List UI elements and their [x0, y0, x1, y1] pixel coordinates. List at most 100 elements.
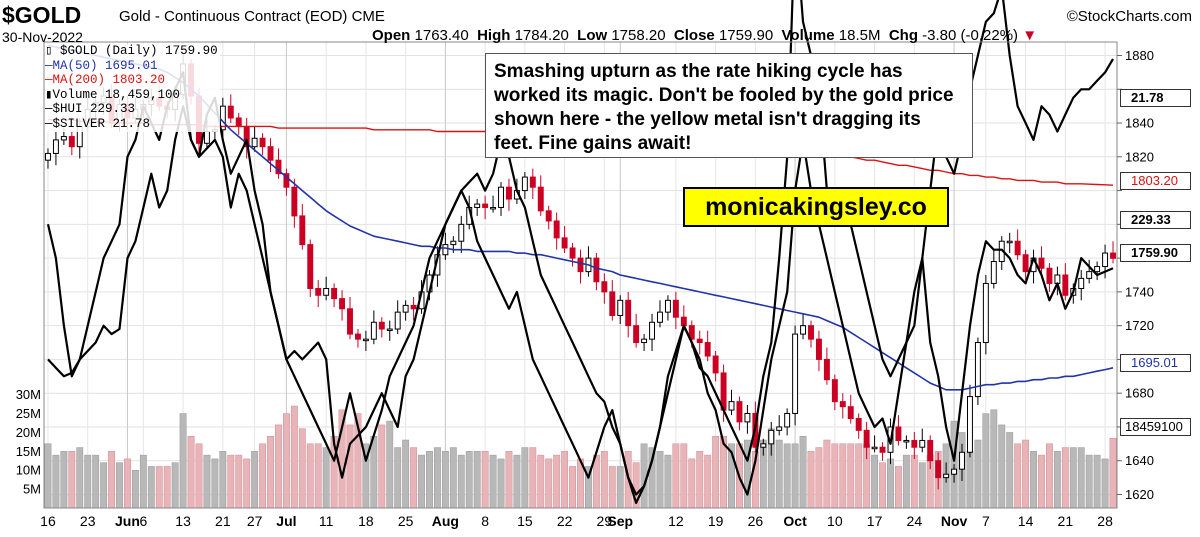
candle-body: [354, 333, 361, 340]
legend-gold: ▯ $GOLD (Daily) 1759.90: [45, 44, 218, 59]
x-tick-label: 18: [358, 513, 374, 529]
volume-bar: [426, 451, 433, 509]
candle-body: [951, 468, 958, 475]
volume-bar: [871, 454, 879, 509]
candle-body: [315, 288, 322, 296]
candle-body: [657, 311, 663, 323]
candle-body: [1046, 267, 1053, 284]
volume-bar: [537, 454, 545, 509]
volume-bar: [187, 435, 195, 509]
x-tick-label: 6: [139, 513, 147, 529]
volume-bar: [799, 435, 807, 509]
candle-body: [235, 117, 242, 127]
price-candles: [45, 52, 1116, 490]
low-value: 1758.20: [611, 27, 666, 44]
candle-body: [792, 333, 799, 414]
candle-body: [561, 237, 568, 249]
chart-axes: 1620 1640 1680 1720 1740 1820 1840 1880 16 23 Jun 6…: [16, 41, 1154, 529]
y-tick-label: 1680: [1125, 386, 1154, 401]
volume-bar: [139, 454, 147, 509]
candle-body: [617, 299, 624, 317]
volume-bar: [680, 443, 688, 509]
x-tick-label: 19: [708, 513, 724, 529]
volume-bar: [52, 454, 60, 509]
candle-body: [545, 210, 552, 222]
candle-body: [299, 215, 306, 246]
y-tick-label: 1840: [1125, 116, 1154, 131]
chart-symbol: $GOLD: [2, 2, 82, 28]
volume-bar: [879, 462, 886, 509]
x-tick-label: 24: [907, 513, 923, 529]
candle-body: [895, 426, 902, 441]
chart-date: 30-Nov-2022: [2, 29, 83, 45]
candle-body: [339, 298, 346, 310]
x-tick-label: 28: [1097, 513, 1113, 529]
volume-bar: [322, 447, 330, 509]
volume-bar: [521, 447, 529, 509]
volume-bar: [823, 439, 831, 509]
x-tick-label: 17: [867, 513, 883, 529]
volume-bar: [847, 443, 855, 509]
candle-body: [664, 299, 671, 313]
volume-bar: [918, 462, 926, 509]
volume-tick-label: 30M: [16, 387, 41, 402]
candle-body: [935, 460, 942, 479]
volume-bar: [1085, 454, 1093, 509]
legend-ma50: —MA(50) 1695.01: [45, 59, 218, 74]
badge-volume: 18459100: [1120, 418, 1191, 436]
volume-bar: [1101, 458, 1109, 509]
volume-bar: [1038, 454, 1045, 509]
legend-ma200: —MA(200) 1803.20: [45, 73, 218, 88]
volume-bar: [1077, 447, 1085, 509]
volume-bar: [259, 443, 267, 509]
badge-silver: 21.78: [1120, 89, 1191, 107]
candle-body: [1078, 277, 1085, 290]
low-label: Low: [577, 27, 608, 44]
volume-bar: [44, 443, 52, 509]
volume-bar: [990, 409, 998, 509]
volume-bar: [290, 405, 298, 509]
volume-bar: [108, 451, 115, 509]
volume-bar: [116, 462, 123, 509]
candle-body: [784, 412, 791, 428]
candle-body: [943, 473, 950, 479]
volume-bar: [807, 451, 815, 509]
volume-bar: [124, 458, 131, 509]
bar-chart-icon: ▮: [45, 87, 53, 102]
y-tick-label: 1740: [1125, 284, 1154, 299]
candle-body: [927, 439, 934, 462]
candle-body: [1086, 271, 1093, 279]
volume-bar: [147, 466, 155, 509]
candle-body: [959, 451, 965, 470]
volume-bar: [76, 447, 84, 509]
volume-bar: [370, 435, 378, 509]
candle-body: [537, 186, 544, 212]
ma50-line: [47, 44, 1114, 391]
volume-bar: [1061, 447, 1069, 509]
candle-body: [696, 338, 703, 344]
volume-bar: [783, 443, 791, 509]
candle-body: [815, 338, 822, 360]
volume-bar: [561, 451, 569, 509]
volume-bar: [704, 454, 712, 509]
volume-tick-label: 25M: [16, 406, 41, 421]
candle-body: [974, 342, 981, 398]
x-tick-label: 25: [398, 513, 414, 529]
candle-body: [1006, 240, 1013, 244]
x-tick-label: 10: [827, 513, 843, 529]
badge-ma50: 1695.01: [1120, 354, 1191, 372]
candle-body: [839, 401, 846, 408]
candle-body: [553, 220, 560, 239]
volume-bar: [275, 424, 282, 509]
volume-bar: [1069, 447, 1077, 509]
candle-body: [370, 321, 377, 340]
candle-body: [855, 418, 862, 431]
volume-bar: [902, 454, 910, 509]
candle-body: [672, 299, 679, 318]
volume-bar: [1006, 432, 1014, 509]
candle-body: [704, 342, 711, 357]
volume-bar: [92, 454, 100, 509]
x-tick-label: 26: [748, 513, 764, 529]
chart-name: Gold - Continuous Contract (EOD) CME: [119, 8, 385, 25]
candle-body: [1102, 252, 1109, 268]
